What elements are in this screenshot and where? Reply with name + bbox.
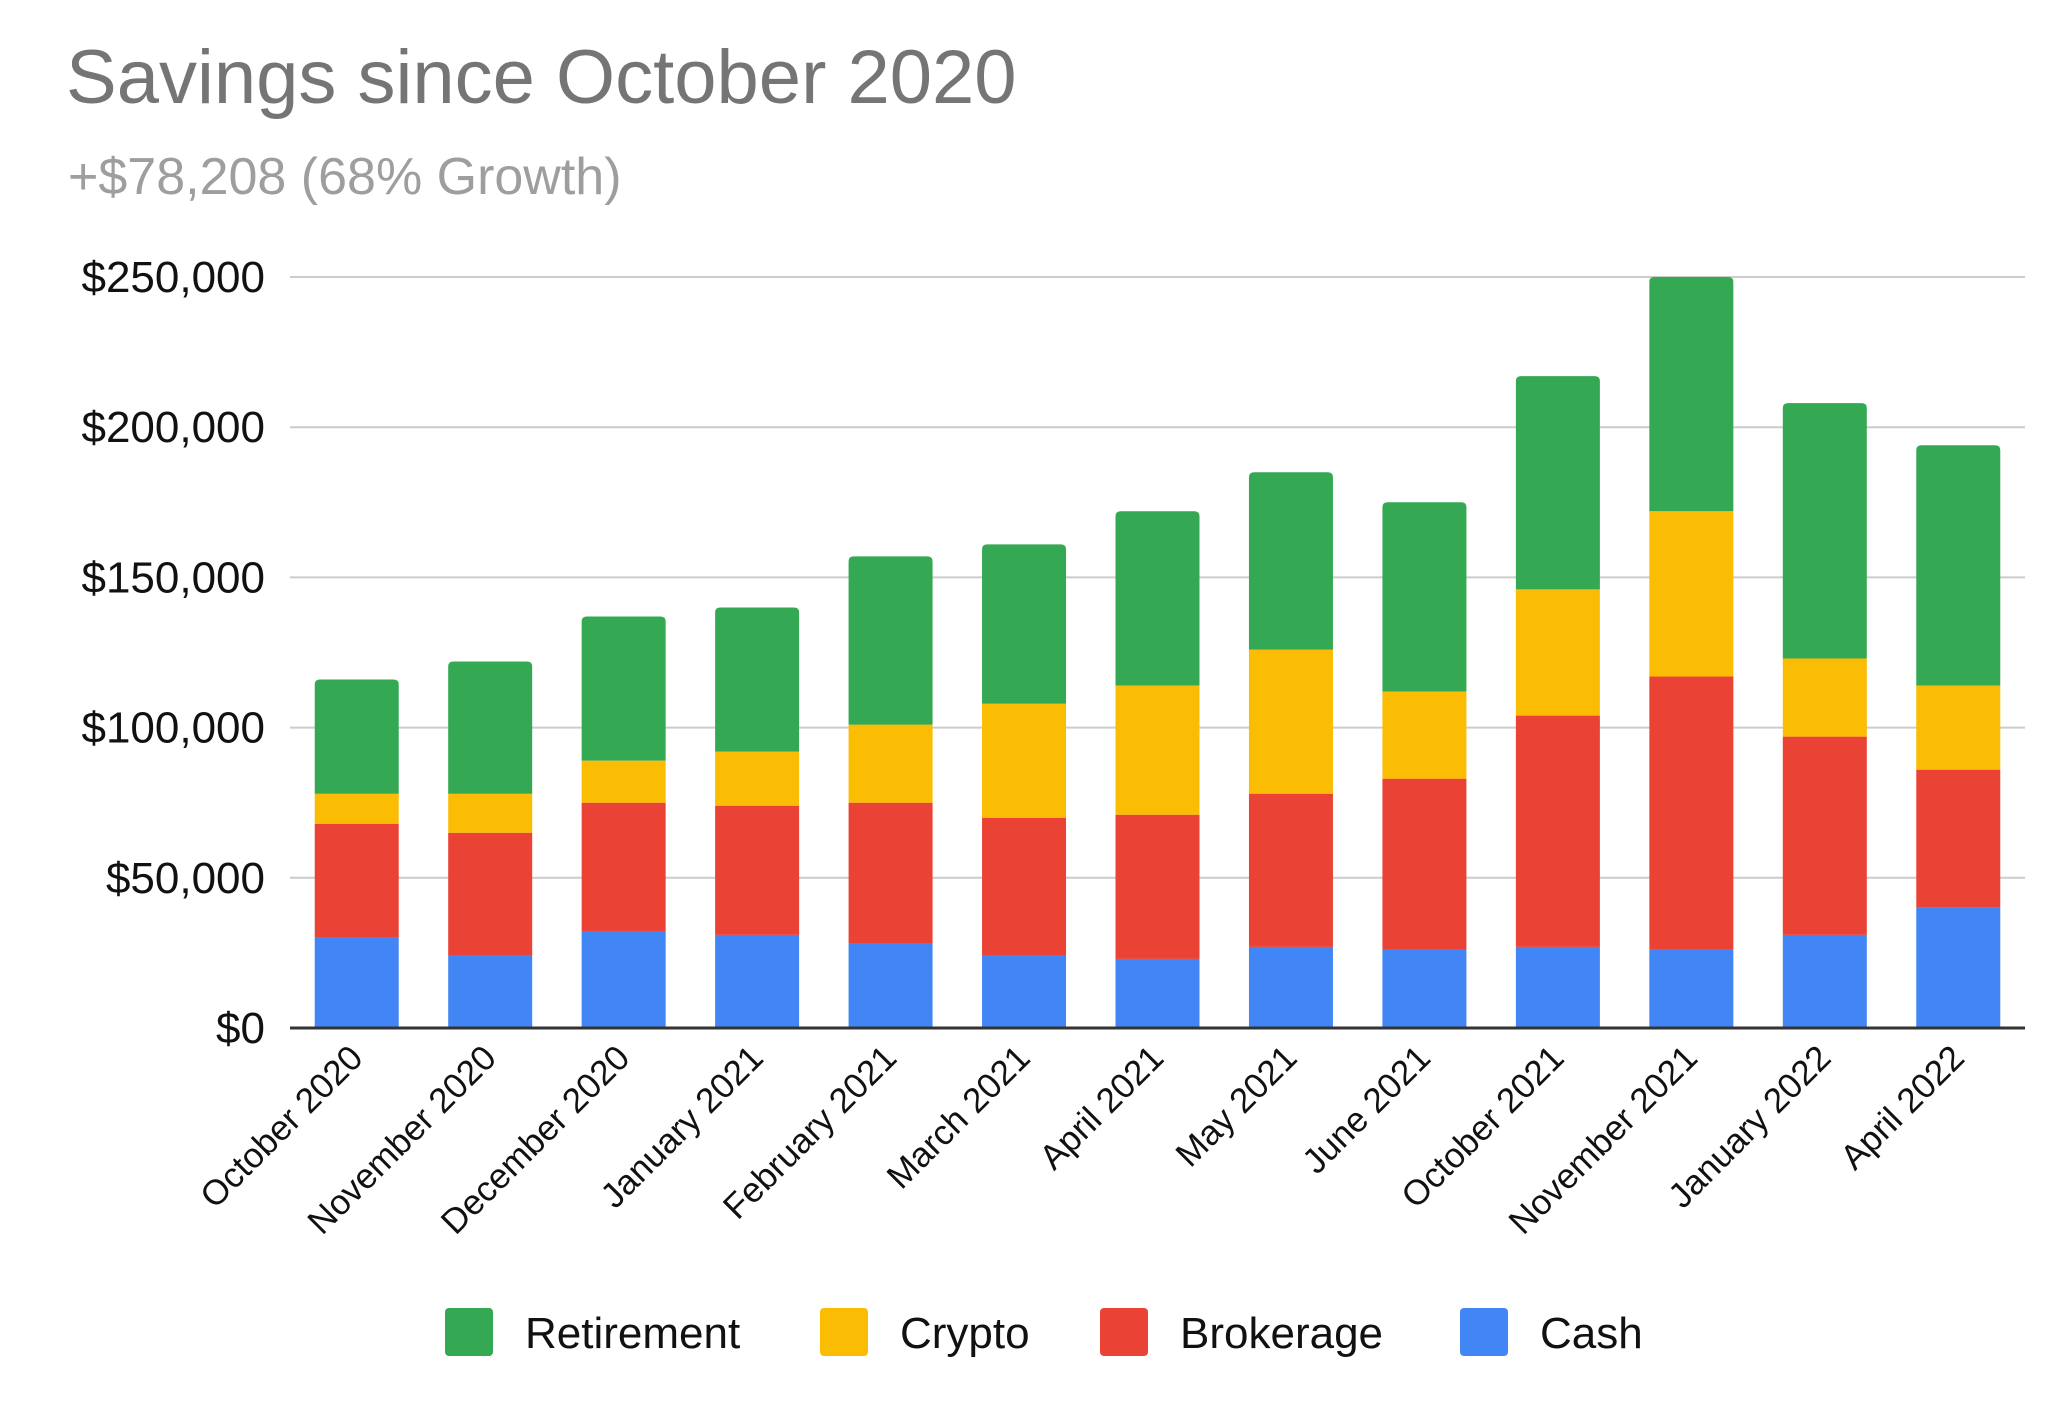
bar-segment-retirement	[1782, 403, 1867, 659]
bar-segment-retirement	[1248, 472, 1333, 650]
bar-segment-brokerage	[1382, 778, 1467, 950]
bar-segment-cash	[1515, 946, 1600, 1028]
legend-label-crypto: Crypto	[900, 1309, 1030, 1358]
bar-segment-retirement	[1382, 502, 1467, 692]
y-tick-label: $250,000	[81, 253, 265, 302]
y-tick-label: $200,000	[81, 403, 265, 452]
bar-segment-retirement	[1916, 445, 2001, 686]
bar-segment-crypto	[848, 724, 933, 803]
x-tick-label: June 2021	[1295, 1038, 1438, 1181]
bar-segment-brokerage	[848, 802, 933, 944]
legend-swatch-retirement	[445, 1308, 493, 1356]
bar-segment-cash	[1782, 934, 1867, 1028]
bar-segment-crypto	[1248, 649, 1333, 794]
bar-segment-crypto	[581, 760, 666, 803]
bar-segment-retirement	[1515, 376, 1600, 590]
bar-segment-brokerage	[314, 823, 399, 938]
y-tick-label: $0	[216, 1004, 265, 1053]
bar-segment-cash	[1382, 949, 1467, 1028]
y-tick-label: $50,000	[106, 854, 265, 903]
chart-title: Savings since October 2020	[66, 35, 1017, 120]
bar-segment-crypto	[715, 751, 800, 806]
legend-swatch-cash	[1460, 1308, 1508, 1356]
x-tick-label: May 2021	[1168, 1038, 1304, 1174]
bar-segment-retirement	[1115, 511, 1200, 686]
bar-segment-crypto	[1382, 691, 1467, 779]
bar-segment-cash	[848, 943, 933, 1028]
legend-swatch-brokerage	[1100, 1308, 1148, 1356]
bar-segment-brokerage	[1248, 793, 1333, 947]
x-tick-label: April 2021	[1032, 1038, 1171, 1177]
bar-segment-retirement	[1649, 277, 1734, 512]
bar-segment-crypto	[1916, 685, 2001, 770]
bar-segment-brokerage	[1115, 814, 1200, 959]
bar-segment-crypto	[314, 793, 399, 824]
bar-segment-crypto	[1649, 511, 1734, 677]
bar-segment-retirement	[581, 616, 666, 761]
bar-segment-brokerage	[448, 832, 533, 956]
legend-swatch-crypto	[820, 1308, 868, 1356]
bar-segment-cash	[581, 931, 666, 1028]
bar-segment-cash	[1248, 946, 1333, 1028]
bar-segment-cash	[1115, 958, 1200, 1028]
bar-segment-cash	[715, 934, 800, 1028]
bar-segment-retirement	[848, 556, 933, 725]
legend-label-retirement: Retirement	[525, 1309, 740, 1358]
bar-segment-cash	[448, 955, 533, 1028]
bar-segment-retirement	[982, 544, 1067, 704]
bar-segment-crypto	[982, 703, 1067, 818]
bar-segment-crypto	[448, 793, 533, 833]
y-tick-label: $100,000	[81, 704, 265, 753]
x-tick-label: March 2021	[879, 1038, 1037, 1196]
x-tick-label: April 2022	[1833, 1038, 1972, 1177]
bar-segment-brokerage	[581, 802, 666, 932]
bar-segment-cash	[314, 937, 399, 1028]
bar-segment-cash	[982, 955, 1067, 1028]
bar-segment-cash	[1649, 949, 1734, 1028]
bar-segment-brokerage	[1515, 715, 1600, 947]
bar-segment-crypto	[1782, 658, 1867, 737]
bar-segment-retirement	[715, 607, 800, 752]
bar-segment-crypto	[1515, 589, 1600, 716]
bar-segment-brokerage	[1916, 769, 2001, 908]
y-tick-label: $150,000	[81, 553, 265, 602]
bar-segment-retirement	[314, 679, 399, 794]
legend-label-cash: Cash	[1540, 1309, 1643, 1358]
bar-segment-brokerage	[982, 817, 1067, 956]
legend-label-brokerage: Brokerage	[1180, 1309, 1383, 1358]
bar-segment-retirement	[448, 661, 533, 794]
bar-segment-crypto	[1115, 685, 1200, 815]
bar-segment-cash	[1916, 907, 2001, 1028]
chart-subtitle: +$78,208 (68% Growth)	[68, 148, 622, 206]
bar-segment-brokerage	[1782, 736, 1867, 935]
bar-segment-brokerage	[715, 805, 800, 935]
bar-segment-brokerage	[1649, 676, 1734, 950]
